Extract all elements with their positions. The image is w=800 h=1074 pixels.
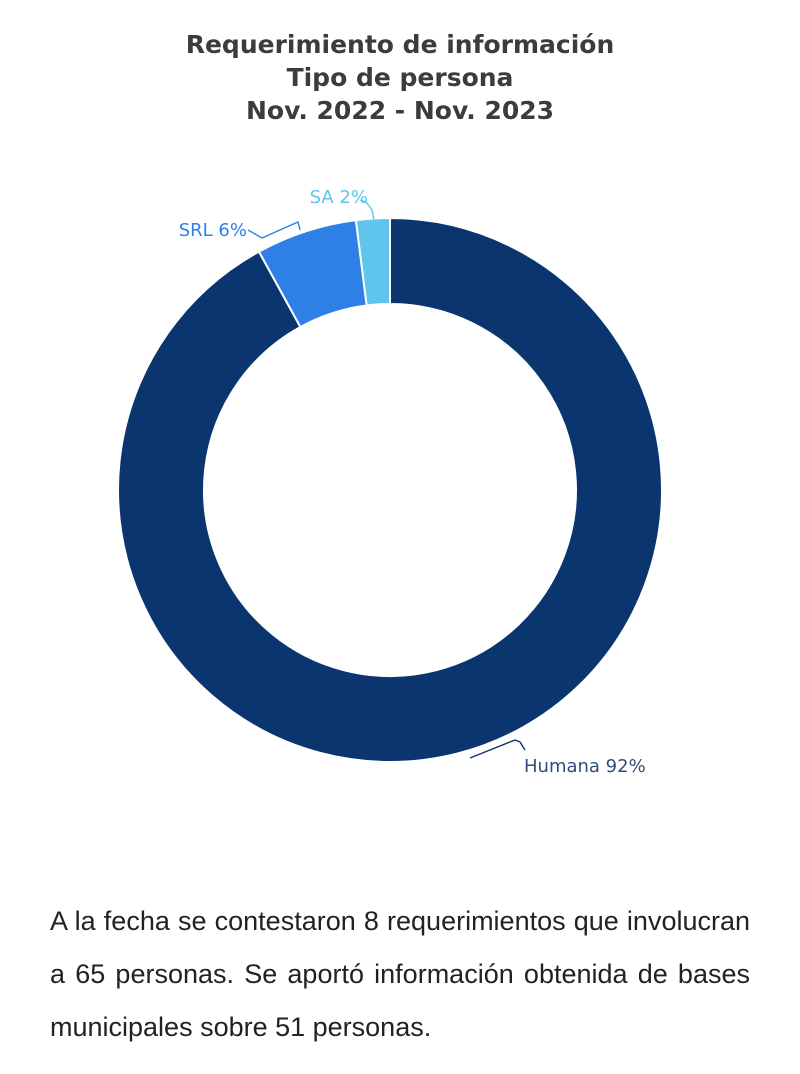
chart-title-line-2: Tipo de persona bbox=[286, 63, 514, 92]
pie-slice-humana bbox=[117, 216, 663, 763]
slice-label-humana: Humana 92% bbox=[524, 756, 646, 777]
leader-line-sa bbox=[359, 199, 375, 221]
chart-title: Requerimiento de información Tipo de per… bbox=[0, 28, 800, 127]
summary-paragraph: A la fecha se contestaron 8 requerimient… bbox=[50, 906, 750, 1042]
leader-line-humana bbox=[469, 739, 526, 759]
chart-title-line-3: Nov. 2022 - Nov. 2023 bbox=[245, 96, 555, 125]
pie-slice-sa bbox=[354, 216, 391, 307]
slice-label-sa: SA 2% bbox=[310, 187, 368, 208]
chart-title-line-1: Requerimiento de información bbox=[185, 30, 615, 59]
donut-chart: Humana 92% SRL 6% SA 2% bbox=[117, 187, 663, 777]
slice-label-srl: SRL 6% bbox=[179, 220, 247, 241]
leader-line-srl bbox=[247, 221, 301, 239]
